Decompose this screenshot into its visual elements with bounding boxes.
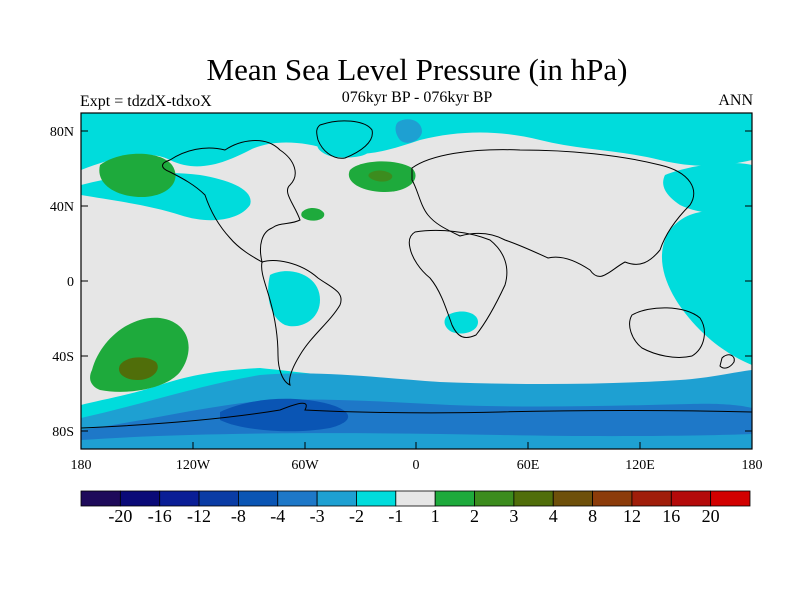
lon-labels: 180 120W 60W 0 60E 120E 180 [71,458,763,473]
colorbar-swatch [513,490,554,507]
colorbar-label: 20 [701,506,720,526]
colorbar-swatch [670,490,712,507]
colorbar-swatch [159,490,200,507]
lat-label-40s: 40S [52,350,74,365]
pos-natlantic-core [368,170,393,182]
colorbar-swatch [395,490,436,507]
colorbar-label: -8 [230,506,246,526]
colorbar-label: -12 [187,506,212,526]
pos-spac-core [118,357,158,380]
cyan-patch-safrica [444,311,478,334]
colorbar-swatch [434,490,475,507]
colorbar-swatch [552,490,593,507]
colorbar-label: 16 [662,506,681,526]
colorbar-swatch [474,490,515,507]
period-label: 076kyr BP - 076kyr BP [341,89,493,106]
band-neg4 [220,398,349,432]
colorbar-label: 12 [622,506,641,526]
pressure-field [81,113,752,449]
lat-labels: 80N 40N 0 40S 80S [50,125,74,440]
colorbar-swatch [631,490,672,507]
colorbar-label: 8 [588,506,598,526]
colorbar-label: -1 [388,506,404,526]
lon-label-0: 0 [413,458,420,473]
lon-ticks [80,442,753,449]
colorbar-label: -4 [270,506,286,526]
lon-label-60w: 60W [291,458,319,473]
pos-npac [99,153,176,198]
colorbar-swatch [119,490,161,507]
colorbar-label: -3 [309,506,325,526]
coastlines [81,120,752,429]
lon-label-180w: 180 [71,458,92,473]
lon-label-60e: 60E [517,458,540,473]
lat-label-40n: 40N [50,200,74,215]
cyan-patch-samerica [268,271,320,327]
colorbar-swatch [80,490,121,507]
colorbar-swatch [592,490,633,507]
colorbar-swatch [356,490,397,507]
colorbar-swatch [316,490,357,507]
pos-atlantic-small [301,207,325,221]
colorbar-label: 1 [430,506,440,526]
colorbar-swatch [238,490,279,507]
band-neg2-south [81,433,752,449]
colorbar-label: -20 [108,506,133,526]
cyan-patch-easia [663,163,752,215]
colorbar-label: 3 [509,506,519,526]
colorbar-label: -2 [348,506,364,526]
map-title: Mean Sea Level Pressure (in hPa) [206,52,628,87]
colorbar-label: 2 [470,506,480,526]
experiment-label: Expt = tdzdX-tdxoX [80,93,212,110]
colorbar-swatch [277,490,318,507]
lat-label-80n: 80N [50,125,74,140]
colorbar-label: -16 [147,506,172,526]
colorbar-swatch [710,490,751,507]
season-label: ANN [718,92,753,109]
arctic-spot [395,119,422,143]
colorbar [80,490,751,507]
lon-label-180e: 180 [742,458,763,473]
lat-label-80s: 80S [52,425,74,440]
colorbar-swatch [198,490,239,507]
pos-spac [90,317,189,392]
lat-label-0: 0 [67,275,74,290]
colorbar-label: 4 [548,506,558,526]
lon-label-120w: 120W [176,458,211,473]
lat-ticks [81,130,752,432]
lon-label-120e: 120E [625,458,655,473]
